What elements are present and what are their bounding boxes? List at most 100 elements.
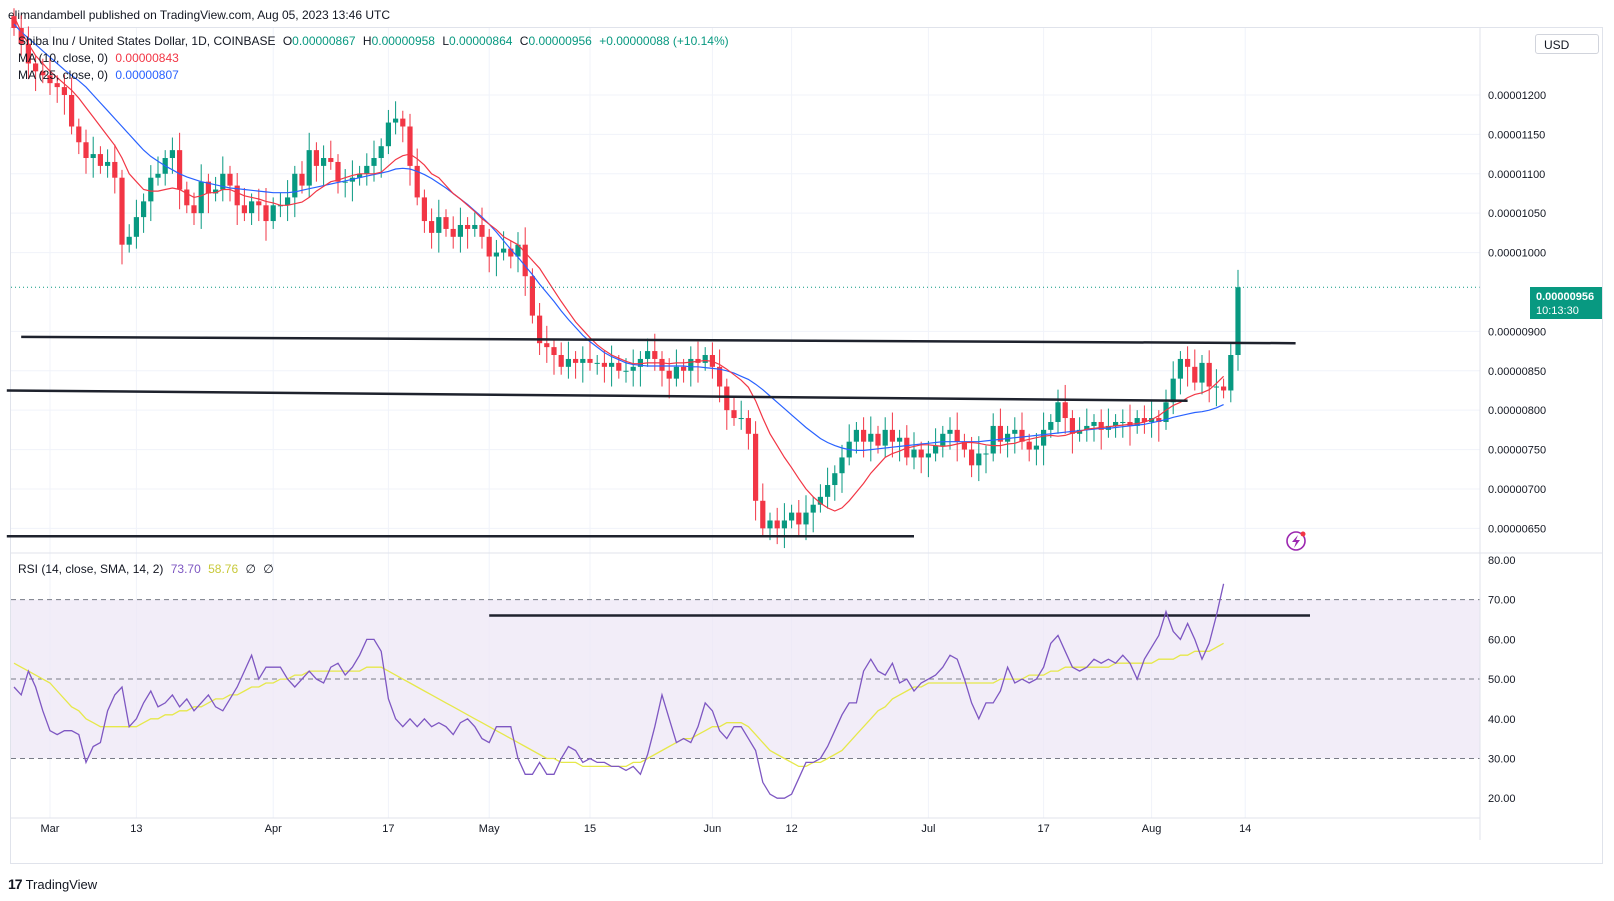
trendlines	[6, 335, 1310, 617]
price-tick-label: 0.00001150	[1488, 129, 1545, 141]
x-tick-label: Apr	[265, 823, 282, 835]
ma10-line	[13, 15, 1225, 512]
candle-body	[126, 236, 132, 245]
high-value: 0.00000958	[371, 34, 435, 48]
candle-body	[220, 173, 226, 190]
candle-body	[1048, 421, 1054, 430]
rsi-tick-label: 50.00	[1488, 674, 1516, 686]
candle	[429, 208, 435, 249]
candle-body	[587, 358, 593, 363]
candle	[18, 15, 24, 56]
rsi-extra-1: ∅	[245, 562, 256, 576]
candle-body	[868, 433, 874, 442]
candle	[1077, 417, 1083, 442]
candle-body	[774, 520, 780, 529]
candle	[112, 144, 118, 194]
candle-body	[1163, 402, 1169, 422]
candle-body	[69, 94, 75, 127]
candle-body	[148, 177, 154, 202]
candle	[54, 75, 60, 103]
candle	[119, 169, 125, 265]
candle-body	[954, 429, 960, 442]
symbol-name: Shiba Inu / United States Dollar, 1D, CO…	[18, 34, 276, 48]
candle	[1177, 351, 1183, 395]
candle	[1134, 410, 1140, 434]
candle	[1005, 425, 1011, 458]
candle-body	[817, 496, 823, 505]
candle-body	[537, 315, 543, 344]
moving-averages	[11, 15, 1480, 512]
candle	[803, 495, 809, 541]
candle-body	[558, 355, 564, 367]
rsi-extra-2: ∅	[263, 562, 274, 576]
candle	[731, 397, 737, 426]
candle-body	[1221, 386, 1227, 391]
candle-body	[47, 75, 53, 84]
candle-body	[11, 16, 17, 28]
candle	[925, 440, 931, 478]
candle	[933, 428, 939, 462]
candle	[1185, 346, 1191, 387]
tradingview-logo[interactable]: 17 TradingView	[8, 876, 97, 892]
candle	[169, 137, 175, 174]
candle-body	[565, 358, 571, 367]
candle-body	[961, 441, 967, 450]
candle	[313, 142, 319, 182]
candle-body	[1192, 366, 1198, 383]
currency-button[interactable]: USD	[1535, 34, 1599, 54]
price-tick-label: 0.00000700	[1488, 484, 1546, 496]
candle	[1033, 433, 1039, 466]
candle-body	[292, 173, 298, 198]
candle	[457, 207, 463, 253]
rsi-tick-label: 20.00	[1488, 793, 1516, 805]
candle	[745, 410, 751, 450]
candle-body	[508, 248, 514, 257]
candle	[601, 350, 607, 383]
candle-body	[184, 189, 190, 206]
candle-body	[659, 358, 665, 371]
candle-body	[83, 142, 89, 159]
candle	[753, 421, 759, 521]
candle	[1199, 355, 1205, 395]
candle-body	[234, 185, 240, 206]
candle	[1192, 349, 1198, 391]
candle	[450, 216, 456, 249]
candle-body	[227, 173, 233, 186]
candle-body	[76, 126, 82, 143]
l-label: L	[442, 34, 450, 48]
candle-body	[1026, 441, 1032, 450]
rsi-band	[11, 599, 1480, 759]
lightning-icon[interactable]	[1286, 531, 1306, 551]
candle	[983, 445, 989, 474]
candle	[1055, 389, 1061, 434]
x-tick-label: 17	[382, 823, 394, 835]
candle	[537, 303, 543, 356]
candle-body	[861, 429, 867, 442]
candle	[609, 345, 615, 387]
candle	[385, 109, 391, 155]
candle	[1141, 405, 1147, 434]
candle	[853, 421, 859, 454]
candle-body	[882, 429, 888, 446]
candle-body	[911, 449, 917, 458]
last-price-tag: 0.00000956 10:13:30	[1530, 287, 1602, 319]
rsi-tick-label: 80.00	[1488, 555, 1516, 567]
candle	[1120, 409, 1126, 438]
brand-name: TradingView	[25, 876, 98, 892]
rsi-tick-label: 40.00	[1488, 714, 1516, 726]
x-tick-label: Jun	[704, 823, 722, 835]
candle-body	[702, 355, 708, 363]
candle-body	[335, 161, 341, 182]
candle-body	[357, 173, 363, 178]
candle	[789, 504, 795, 529]
o-label: O	[282, 34, 293, 48]
candle	[673, 349, 679, 387]
candle-body	[810, 504, 816, 513]
candle-body	[897, 437, 903, 442]
candle-body	[400, 118, 406, 127]
candle	[781, 503, 787, 549]
candle-body	[637, 358, 643, 367]
candle-body	[479, 224, 485, 237]
price-tick-label: 0.00000800	[1488, 405, 1546, 417]
